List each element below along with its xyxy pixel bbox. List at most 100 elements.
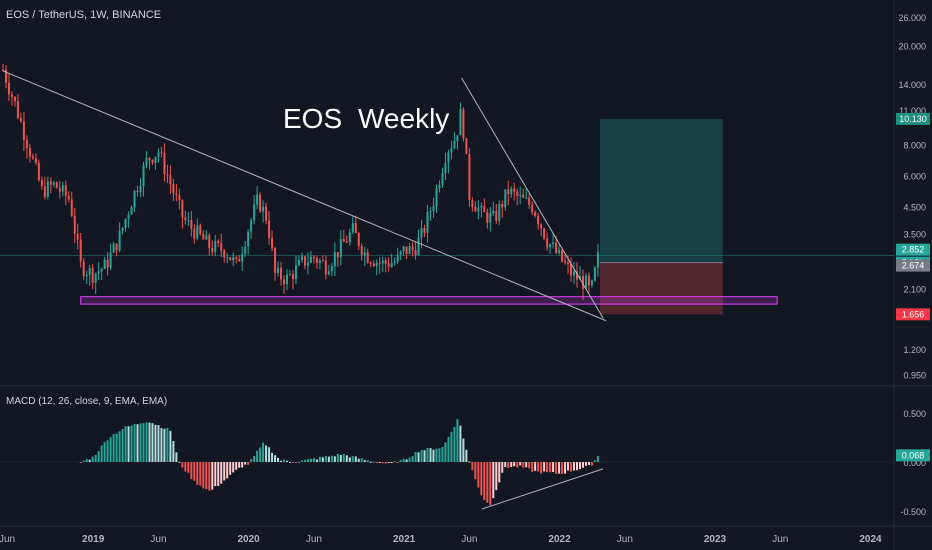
candle-body <box>441 173 444 186</box>
candle-body <box>324 260 327 275</box>
macd-bar <box>396 462 399 464</box>
macd-trendline <box>481 468 604 510</box>
candle-body <box>528 197 531 205</box>
candle-body <box>241 253 244 262</box>
candle-body <box>223 250 226 258</box>
macd-indicator-label[interactable]: MACD (12, 26, close, 9, EMA, EMA) <box>6 396 167 407</box>
macd-bar <box>271 452 274 462</box>
candle-body <box>444 162 447 174</box>
candle-body <box>483 205 486 213</box>
candle-body <box>202 233 205 240</box>
macd-bar <box>103 442 106 462</box>
time-tick-label: 2021 <box>393 534 416 545</box>
candle-body <box>52 182 55 185</box>
macd-bar <box>534 462 537 471</box>
candle-body <box>537 215 540 225</box>
macd-bar <box>333 456 336 462</box>
macd-bar <box>438 448 441 462</box>
macd-bar <box>519 462 522 466</box>
macd-bar <box>226 462 229 479</box>
candle-body <box>13 96 16 102</box>
candle-body <box>232 257 235 261</box>
macd-bar <box>360 458 363 462</box>
price-badge-text: 1.656 <box>902 309 925 319</box>
candle-body <box>596 252 599 268</box>
macd-bar <box>330 455 333 462</box>
macd-bar <box>474 462 477 480</box>
candle-body <box>405 246 408 255</box>
candle-body <box>593 267 596 281</box>
candle-body <box>393 261 396 263</box>
candle-body <box>175 193 178 196</box>
macd-bar <box>127 426 130 462</box>
candle-body <box>106 259 109 268</box>
candle-body <box>37 162 40 181</box>
candle-body <box>25 140 28 149</box>
candle-body <box>151 159 154 163</box>
candle-body <box>318 260 321 263</box>
macd-bar <box>181 462 184 468</box>
macd-bar <box>378 462 381 463</box>
macd-bar <box>247 462 250 465</box>
candle-body <box>148 157 151 160</box>
candle-body <box>2 69 4 71</box>
price-badge-bg <box>896 112 930 125</box>
candle-body <box>581 276 584 289</box>
macd-bar <box>309 458 312 462</box>
candle-body <box>46 181 49 197</box>
macd-bar <box>109 437 112 462</box>
symbol-label[interactable]: EOS / TetherUS, 1W, BINANCE <box>6 9 161 21</box>
chart-title: EOS <box>283 103 342 134</box>
candle-body <box>253 204 256 221</box>
candle-body <box>480 205 483 208</box>
price-badge-text: 2.674 <box>902 261 925 271</box>
macd-bar <box>531 462 534 472</box>
macd-bar <box>381 462 384 464</box>
macd-bar <box>357 458 360 462</box>
candle-body <box>55 182 58 189</box>
candle-body <box>79 239 82 262</box>
macd-bar <box>315 459 318 462</box>
candle-body <box>49 181 52 185</box>
macd-bar <box>193 462 196 481</box>
macd-badge-bg <box>896 449 930 462</box>
candle-body <box>268 220 271 238</box>
price-tick-label: 0.950 <box>903 370 926 380</box>
candle-body <box>286 274 289 285</box>
macd-bar <box>480 462 483 496</box>
macd-bar <box>280 460 283 462</box>
macd-bar <box>471 462 474 471</box>
candle-body <box>145 157 148 166</box>
macd-bar <box>196 462 199 485</box>
candle-body <box>486 212 489 223</box>
macd-bar <box>501 462 504 473</box>
macd-bar <box>420 450 423 462</box>
macd-bar <box>570 462 573 472</box>
candle-body <box>10 94 13 97</box>
candle-body <box>408 246 411 254</box>
macd-bar <box>130 425 133 462</box>
candle-body <box>73 215 76 234</box>
macd-bar <box>232 462 235 473</box>
candle-body <box>501 203 504 208</box>
trendline <box>461 77 604 319</box>
candle-body <box>22 121 25 141</box>
macd-bar <box>486 462 489 503</box>
macd-bar <box>354 456 357 462</box>
macd-bar <box>82 460 85 462</box>
candle-body <box>283 279 286 285</box>
price-tick-label: 4.500 <box>903 202 926 212</box>
candle-body <box>546 238 549 248</box>
candle-body <box>226 257 229 259</box>
macd-bar <box>321 457 324 462</box>
candle-body <box>28 148 31 157</box>
candle-body <box>214 241 217 252</box>
macd-bar <box>253 455 256 462</box>
candle-body <box>354 223 357 234</box>
candle-body <box>567 262 570 265</box>
macd-bar <box>306 459 309 462</box>
time-tick-label: 2024 <box>859 534 882 545</box>
macd-bar <box>94 454 97 462</box>
candle-body <box>82 261 85 277</box>
